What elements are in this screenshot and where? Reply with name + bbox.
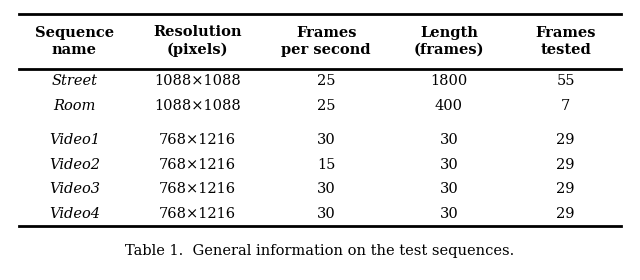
Text: 29: 29 (556, 158, 575, 172)
Text: Frames
per second: Frames per second (282, 26, 371, 57)
Text: 30: 30 (317, 207, 335, 221)
Text: Length
(frames): Length (frames) (413, 26, 484, 57)
Text: 15: 15 (317, 158, 335, 172)
Text: 29: 29 (556, 182, 575, 196)
Text: Frames
tested: Frames tested (535, 26, 596, 57)
Text: 1800: 1800 (430, 74, 468, 88)
Text: 400: 400 (435, 99, 463, 113)
Text: 768×1216: 768×1216 (159, 207, 236, 221)
Text: 768×1216: 768×1216 (159, 133, 236, 147)
Text: Video1: Video1 (49, 133, 100, 147)
Text: 30: 30 (317, 182, 335, 196)
Text: Video3: Video3 (49, 182, 100, 196)
Text: 7: 7 (561, 99, 570, 113)
Text: Sequence
name: Sequence name (35, 26, 114, 57)
Text: Video2: Video2 (49, 158, 100, 172)
Text: 25: 25 (317, 74, 335, 88)
Text: Table 1.  General information on the test sequences.: Table 1. General information on the test… (125, 244, 515, 258)
Text: Street: Street (51, 74, 97, 88)
Text: 30: 30 (317, 133, 335, 147)
Text: 29: 29 (556, 207, 575, 221)
Text: 30: 30 (440, 182, 458, 196)
Text: 30: 30 (440, 133, 458, 147)
Text: Video4: Video4 (49, 207, 100, 221)
Text: Resolution
(pixels): Resolution (pixels) (153, 25, 241, 57)
Text: 30: 30 (440, 158, 458, 172)
Text: 30: 30 (440, 207, 458, 221)
Text: Room: Room (53, 99, 95, 113)
Text: 1088×1088: 1088×1088 (154, 74, 241, 88)
Text: 1088×1088: 1088×1088 (154, 99, 241, 113)
Text: 768×1216: 768×1216 (159, 158, 236, 172)
Text: 768×1216: 768×1216 (159, 182, 236, 196)
Text: 55: 55 (556, 74, 575, 88)
Text: 29: 29 (556, 133, 575, 147)
Text: 25: 25 (317, 99, 335, 113)
